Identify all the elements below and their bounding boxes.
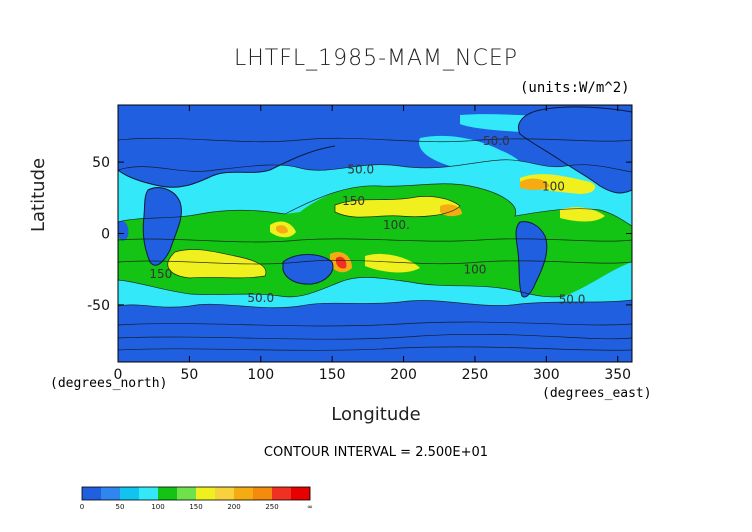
colorbar-swatch (272, 487, 292, 500)
contour-label: 150 (149, 267, 172, 281)
x-tick-label: 50 (180, 367, 198, 383)
contour-label: 100. (383, 218, 410, 232)
colorbar-swatch (82, 487, 102, 500)
colorbar-tick-label: 250 (265, 503, 278, 511)
colorbar-swatch (253, 487, 273, 500)
chart-title: LHTFL_1985-MAM_NCEP (233, 46, 519, 71)
x-tick-label: 200 (390, 367, 417, 383)
colorbar-tick-label: 100 (151, 503, 164, 511)
x-tick-label: 150 (319, 367, 346, 383)
colorbar-swatch (139, 487, 159, 500)
colorbar-tick-label: ∞ (307, 503, 313, 511)
x-tick-label: 300 (533, 367, 560, 383)
colorbar-swatch (215, 487, 235, 500)
units-label: (units:W/m^2) (520, 80, 630, 96)
contour-label: 50.0 (347, 163, 374, 177)
x-tick-label: 350 (604, 367, 631, 383)
contour-label: 150 (342, 194, 365, 208)
x-axis: 0 50 100 150 200 250 300 350 (114, 105, 631, 383)
colorbar-swatch (177, 487, 197, 500)
contour-label: 50.0 (483, 134, 510, 148)
y-axis: -50 0 50 (87, 155, 632, 314)
colorbar-tick-label: 50 (116, 503, 125, 511)
contour-label: 50.0 (247, 291, 274, 305)
colorbar-tick-label: 150 (189, 503, 202, 511)
x-axis-label: Longitude (331, 404, 421, 425)
colorbar-tick-label: 0 (80, 503, 84, 511)
x-tick-label: 100 (247, 367, 274, 383)
colorbar-frame (81, 486, 311, 501)
heatmap-field (118, 105, 632, 362)
x-axis-units: (degrees_east) (542, 386, 652, 401)
y-axis-units: (degrees_north) (50, 376, 168, 391)
contour-label: 100 (542, 180, 565, 194)
contour-labels: 50.0 50.0 100 150 100. 150 100 50.0 50.0 (149, 134, 585, 306)
colorbar-swatch (158, 487, 178, 500)
x-tick-label: 0 (114, 367, 123, 383)
y-tick-label: 0 (101, 227, 110, 243)
y-tick-label: 50 (92, 155, 110, 171)
x-tick-label: 250 (462, 367, 489, 383)
y-tick-label: -50 (87, 298, 110, 314)
contour-label: 100 (463, 262, 486, 276)
contour-label: 50.0 (559, 292, 586, 306)
colorbar-swatch (234, 487, 254, 500)
colorbar: 0 50 100 150 200 250 ∞ (80, 486, 313, 511)
colorbar-swatch (101, 487, 121, 500)
colorbar-tick-label: 200 (227, 503, 240, 511)
colorbar-swatch (196, 487, 216, 500)
colorbar-swatch (291, 487, 311, 500)
contour-interval-label: CONTOUR INTERVAL = 2.500E+01 (263, 445, 489, 460)
colorbar-swatch (120, 487, 140, 500)
